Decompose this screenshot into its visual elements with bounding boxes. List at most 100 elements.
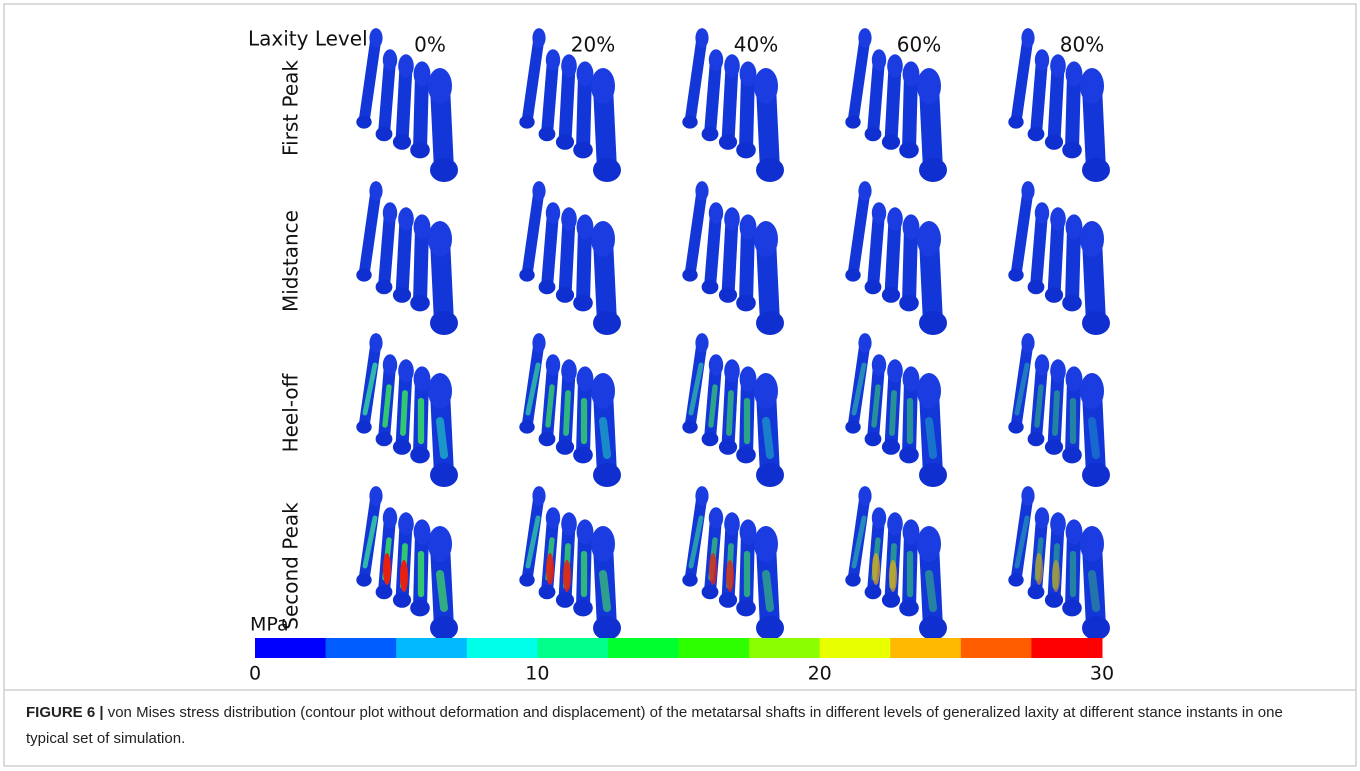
bone-set — [519, 333, 621, 487]
bone — [1016, 38, 1028, 122]
bone-base — [414, 214, 431, 239]
bone-base — [398, 359, 414, 382]
bone — [690, 191, 702, 275]
bone-head — [1082, 463, 1110, 487]
stress-peak — [872, 553, 880, 585]
column-label: 80% — [1060, 33, 1104, 57]
bone — [690, 38, 702, 122]
bone-base — [724, 359, 740, 382]
stress-zone — [1092, 421, 1096, 455]
bone-set — [1008, 181, 1110, 335]
bone-head — [1045, 134, 1063, 150]
bone-base — [561, 512, 577, 535]
bone-head — [702, 585, 719, 599]
bone-base — [724, 207, 740, 230]
bone-head — [539, 127, 556, 141]
caption-label: FIGURE 6 | — [26, 704, 104, 721]
row-label: First Peak — [279, 60, 303, 156]
colorbar-tick-label: 0 — [249, 663, 261, 685]
colorbar-segment — [255, 638, 326, 658]
bone-head — [1045, 287, 1063, 303]
bone-base — [740, 519, 757, 544]
stress-zone — [1055, 393, 1057, 433]
column-label: 40% — [734, 33, 778, 57]
bone-base — [383, 202, 397, 224]
bone-base — [577, 519, 594, 544]
stress-peak — [563, 560, 571, 592]
bone-head — [393, 287, 411, 303]
bone-base — [1080, 68, 1104, 104]
bone — [873, 213, 879, 287]
bone-head — [573, 600, 593, 617]
bone-base — [695, 181, 708, 201]
bone-base — [917, 221, 941, 257]
bone-base — [1021, 28, 1034, 48]
bone-head — [919, 616, 947, 640]
bone-base — [532, 486, 545, 506]
bone-base — [858, 486, 871, 506]
bone-base — [887, 359, 903, 382]
colorbar-segment — [961, 638, 1032, 658]
bone-base — [887, 207, 903, 230]
bone-head — [882, 592, 900, 608]
bone-base — [917, 373, 941, 409]
bone-head — [376, 127, 393, 141]
stress-peak — [1035, 553, 1043, 585]
bone-base — [917, 526, 941, 562]
bone-base — [858, 181, 871, 201]
bone — [1016, 191, 1028, 275]
colorbar-segment — [396, 638, 467, 658]
bone-base — [591, 68, 615, 104]
bone — [547, 213, 553, 287]
bone — [1036, 213, 1042, 287]
bone-set — [682, 333, 784, 487]
row-label: Midstance — [279, 210, 303, 312]
bone-head — [430, 463, 458, 487]
bone-base — [695, 486, 708, 506]
bone-head — [719, 134, 737, 150]
bone-head — [1082, 311, 1110, 335]
bone-base — [414, 366, 431, 391]
bone-head — [410, 295, 430, 312]
bone-base — [740, 214, 757, 239]
stress-zone — [766, 421, 770, 455]
bone-head — [865, 432, 882, 446]
bone-head — [356, 573, 371, 586]
bone-head — [1062, 295, 1082, 312]
bone-base — [369, 181, 382, 201]
bone-head — [556, 592, 574, 608]
bone-set — [845, 486, 947, 640]
cells: 0%20%40%60%80%First PeakMidstanceHeel-of… — [279, 28, 1111, 640]
bone-base — [369, 28, 382, 48]
bone-base — [1035, 202, 1049, 224]
bone-head — [376, 585, 393, 599]
bone-base — [903, 214, 920, 239]
bone-head — [1028, 280, 1045, 294]
bone-head — [756, 158, 784, 182]
bone-head — [1008, 268, 1023, 281]
bone-base — [1066, 61, 1083, 86]
bone-head — [1045, 592, 1063, 608]
column-label: 60% — [897, 33, 941, 57]
bone-head — [845, 420, 860, 433]
bone-head — [539, 432, 556, 446]
bone-base — [887, 512, 903, 535]
bone-head — [593, 158, 621, 182]
bone-head — [736, 600, 756, 617]
bone-head — [519, 115, 534, 128]
colorbar-unit: MPa — [250, 614, 289, 636]
bone-head — [593, 616, 621, 640]
bone-base — [917, 68, 941, 104]
bone-base — [740, 61, 757, 86]
stress-peak — [889, 560, 897, 592]
bone-head — [682, 573, 697, 586]
bone-head — [573, 295, 593, 312]
bone-set — [1008, 333, 1110, 487]
bone-base — [428, 526, 452, 562]
bone-head — [1062, 447, 1082, 464]
bone-head — [736, 447, 756, 464]
bone-base — [369, 486, 382, 506]
bone-base — [709, 354, 723, 376]
bone-base — [369, 333, 382, 353]
bone-head — [736, 295, 756, 312]
